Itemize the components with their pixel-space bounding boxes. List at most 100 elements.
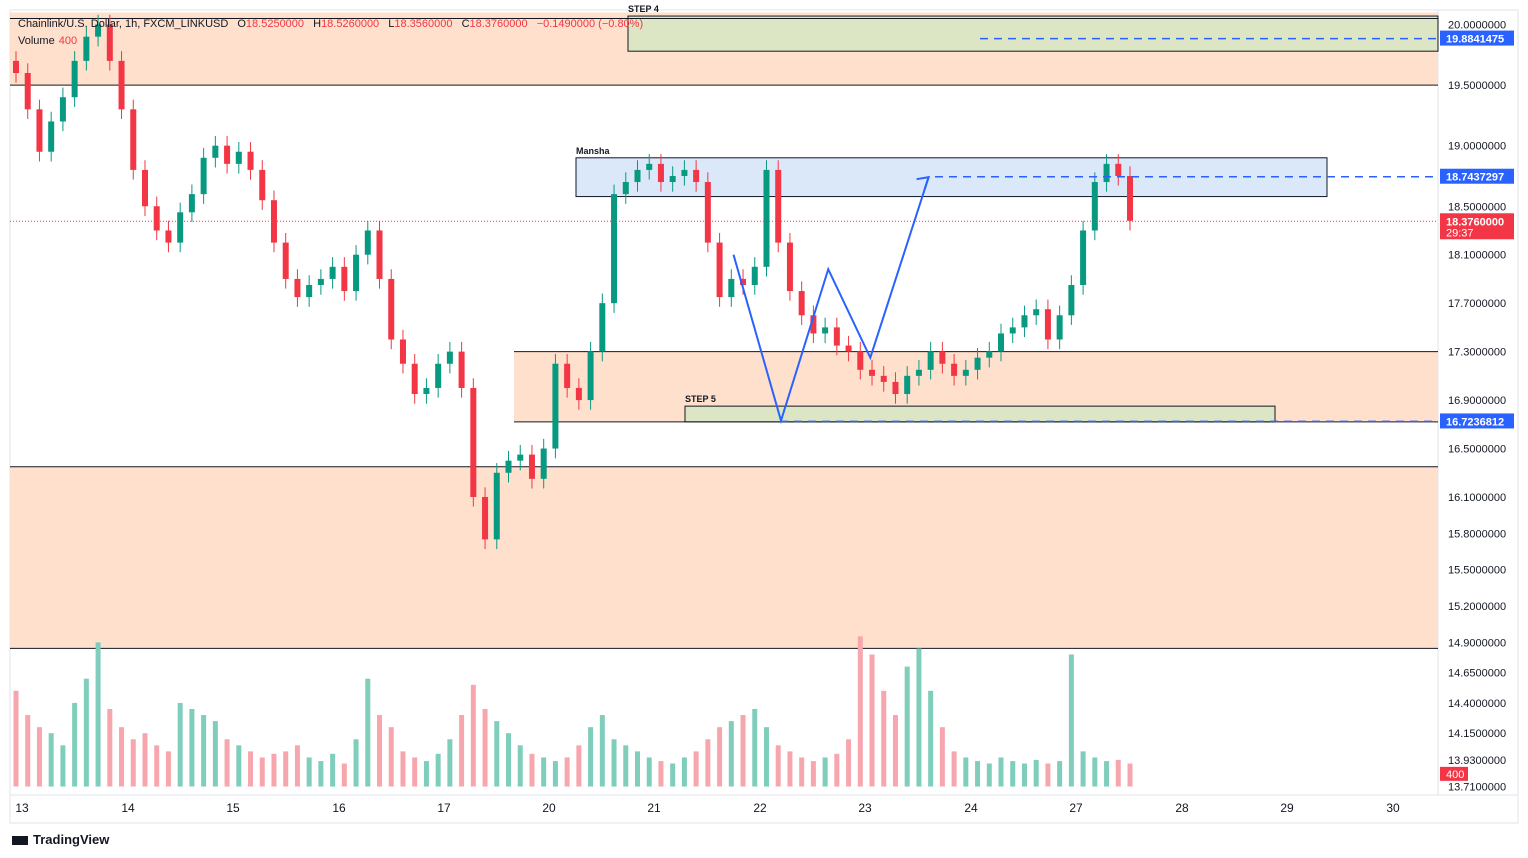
candle-body: [646, 163, 653, 170]
candle-body: [1021, 315, 1028, 328]
volume-bar: [740, 715, 746, 787]
tradingview-brand[interactable]: TradingView: [12, 832, 109, 847]
candle-body: [693, 169, 700, 183]
candle-body: [1127, 175, 1133, 221]
volume-bar: [201, 715, 207, 787]
zone-label-mansha-box: Mansha: [576, 146, 611, 156]
volume-bar: [447, 739, 453, 787]
candle-body: [962, 369, 969, 376]
volume-bar: [975, 761, 981, 787]
candle-body: [716, 242, 723, 298]
volume-bar: [1045, 763, 1051, 787]
volume-bar: [271, 753, 277, 787]
candle-body: [540, 448, 547, 479]
volume-bar: [400, 751, 406, 787]
candle-body: [927, 351, 934, 370]
volume-bar: [822, 757, 828, 787]
volume-bar: [599, 715, 605, 787]
volume-bar: [13, 690, 19, 787]
time-tick: 15: [226, 801, 240, 815]
candle-body: [798, 291, 805, 316]
volume-bar: [494, 721, 500, 787]
candle-body: [1068, 284, 1075, 316]
pattern-arrow-icon: [916, 175, 931, 190]
candle-body: [282, 242, 289, 279]
volume-bar: [810, 761, 816, 787]
volume-bar: [717, 727, 723, 787]
candle-body: [892, 381, 899, 395]
candle-body: [751, 266, 758, 285]
volume-bar: [330, 753, 336, 787]
volume-bar: [728, 721, 734, 787]
candle-body: [880, 375, 887, 382]
zone-step4-box: [627, 15, 1439, 52]
candle-body: [728, 278, 735, 298]
candle-body: [740, 278, 747, 285]
volume-bar: [963, 757, 969, 787]
candle-body: [1115, 163, 1122, 176]
close-value: 18.3760000: [469, 18, 528, 30]
volume-bar: [130, 739, 136, 787]
candle-body: [575, 387, 582, 401]
volume-bar: [658, 761, 664, 787]
candle-body: [482, 496, 489, 540]
volume-bar: [377, 715, 383, 787]
volume-badge: [1440, 766, 1468, 781]
candle-body: [177, 212, 184, 243]
candle-body: [869, 369, 876, 376]
volume-bar: [564, 757, 570, 787]
candle-body: [986, 351, 993, 358]
time-tick: 17: [437, 801, 451, 815]
candle-body: [822, 327, 829, 334]
time-tick: 29: [1280, 801, 1294, 815]
volume-bar: [846, 739, 852, 787]
volume-bar: [529, 753, 535, 787]
time-tick: 27: [1069, 801, 1083, 815]
candle-body: [470, 387, 477, 497]
candle-body: [611, 194, 618, 304]
volume-bar: [259, 757, 265, 787]
volume-bar: [951, 751, 957, 787]
time-tick: 24: [964, 801, 978, 815]
countdown-text: 29:37: [1446, 227, 1474, 239]
price-tick: 15.8000000: [1448, 528, 1506, 540]
candle-body: [294, 278, 301, 298]
candle-body: [1091, 182, 1098, 231]
candle-body: [306, 284, 313, 298]
high-value: 18.5260000: [321, 18, 380, 30]
volume-bar: [705, 739, 711, 787]
price-badge-text: 16.7236812: [1446, 416, 1504, 428]
candle-body: [681, 169, 688, 176]
low-value: 18.3560000: [394, 18, 453, 30]
volume-bar: [928, 690, 934, 787]
volume-bar: [294, 745, 300, 787]
volume-bar: [670, 763, 676, 787]
price-tick: 17.7000000: [1448, 298, 1506, 310]
volume-bar: [283, 751, 289, 787]
candle-body: [634, 169, 641, 183]
volume-bar: [423, 761, 429, 787]
volume-bar: [25, 715, 31, 787]
candle-body: [141, 169, 148, 207]
volume-bar: [576, 745, 582, 787]
time-tick: 23: [858, 801, 872, 815]
open-value: 18.5250000: [245, 18, 305, 30]
candle-body: [669, 175, 676, 183]
candle-body: [200, 157, 207, 195]
volume-badge-text: 400: [1446, 769, 1464, 781]
zone-step5-box: [684, 405, 1276, 423]
zone-label-step4-box: STEP 4: [628, 4, 659, 14]
volume-bar: [83, 678, 89, 787]
candle-body: [1103, 163, 1110, 183]
brand-label: TradingView: [33, 832, 110, 847]
volume-bar: [799, 757, 805, 787]
price-tick: 20.0000000: [1448, 20, 1506, 32]
candle-body: [399, 339, 406, 364]
volume-bar: [623, 745, 629, 787]
volume-bar: [916, 648, 922, 787]
candle-body: [83, 36, 90, 61]
volume-bar: [459, 715, 465, 787]
chart-header: Chainlink/U.S. Dollar, 1h, FXCM_LINKUSD …: [18, 18, 643, 30]
zone-label-step5-box: STEP 5: [685, 394, 716, 404]
